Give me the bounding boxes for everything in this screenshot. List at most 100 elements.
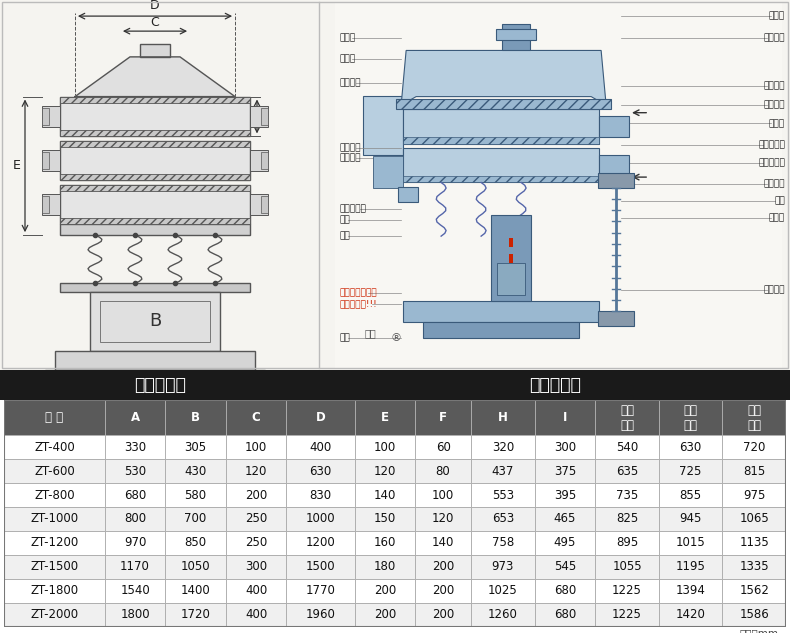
Bar (261, 108, 268, 125)
Text: 300: 300 (554, 441, 576, 454)
Text: 1500: 1500 (306, 560, 335, 573)
Text: D: D (150, 0, 160, 12)
Bar (75, 97, 235, 105)
Text: 540: 540 (616, 441, 638, 454)
Bar (722, 603, 786, 627)
Bar (60, 174, 250, 180)
Text: B: B (149, 313, 161, 330)
Bar (226, 435, 286, 459)
Bar (165, 531, 226, 555)
Text: 型 号: 型 号 (45, 411, 63, 424)
Text: 758: 758 (491, 536, 514, 549)
Bar (416, 579, 471, 603)
Text: 1335: 1335 (739, 560, 769, 573)
Text: 300: 300 (245, 560, 267, 573)
Bar (165, 507, 226, 531)
Text: 815: 815 (743, 465, 766, 477)
Text: 855: 855 (679, 489, 702, 501)
Bar (396, 99, 611, 110)
Bar (403, 148, 599, 182)
Text: 180: 180 (374, 560, 396, 573)
Bar (4, 400, 105, 435)
Text: 850: 850 (185, 536, 207, 549)
Bar (471, 507, 535, 531)
Text: 底座: 底座 (365, 328, 377, 338)
Bar (535, 507, 595, 531)
Text: 825: 825 (616, 513, 638, 525)
Text: 80: 80 (436, 465, 450, 477)
Bar (165, 400, 226, 435)
Bar (105, 603, 165, 627)
Bar (403, 110, 599, 144)
Bar (595, 400, 659, 435)
Text: 1770: 1770 (306, 584, 336, 598)
Text: 140: 140 (374, 489, 396, 501)
Bar (286, 483, 355, 507)
Text: 1960: 1960 (306, 608, 336, 621)
Text: 530: 530 (124, 465, 146, 477)
Text: C: C (252, 411, 261, 424)
Bar (355, 400, 416, 435)
Text: 振体: 振体 (774, 196, 785, 205)
Bar (42, 108, 49, 125)
Bar (286, 555, 355, 579)
Bar (471, 459, 535, 483)
Text: 250: 250 (245, 536, 267, 549)
Text: 375: 375 (554, 465, 576, 477)
Text: 弹簧: 弹簧 (340, 232, 351, 241)
Bar (4, 603, 105, 627)
Text: 单位：mm: 单位：mm (739, 628, 778, 633)
Text: 580: 580 (185, 489, 207, 501)
Bar (722, 400, 786, 435)
Text: 1400: 1400 (181, 584, 210, 598)
Text: 330: 330 (124, 441, 146, 454)
Bar (722, 579, 786, 603)
Text: 800: 800 (124, 513, 146, 525)
Bar (659, 435, 722, 459)
Text: 1200: 1200 (306, 536, 336, 549)
Bar (416, 483, 471, 507)
Text: 400: 400 (245, 608, 267, 621)
Bar (4, 507, 105, 531)
Text: 顶部框架: 顶部框架 (340, 78, 362, 87)
Bar (355, 579, 416, 603)
Text: H: H (498, 411, 508, 424)
Bar (42, 194, 60, 215)
Text: ZT-400: ZT-400 (34, 441, 75, 454)
Text: 735: 735 (616, 489, 638, 501)
Bar (722, 507, 786, 531)
Bar (363, 96, 403, 154)
Text: 防尘盖: 防尘盖 (340, 33, 356, 42)
Text: C: C (151, 16, 160, 29)
Text: 140: 140 (432, 536, 454, 549)
Polygon shape (401, 51, 606, 105)
Bar (105, 483, 165, 507)
Bar (355, 483, 416, 507)
Text: 395: 395 (554, 489, 576, 501)
Text: 200: 200 (432, 560, 454, 573)
Bar (286, 603, 355, 627)
Bar (165, 459, 226, 483)
Text: 970: 970 (124, 536, 146, 549)
Bar (595, 459, 659, 483)
Bar (535, 400, 595, 435)
Text: 中部框架: 中部框架 (340, 144, 362, 153)
Bar (416, 459, 471, 483)
Bar (335, 2, 782, 368)
Text: 小尺寸排料: 小尺寸排料 (340, 205, 367, 214)
Bar (471, 483, 535, 507)
Bar (355, 555, 416, 579)
Bar (105, 400, 165, 435)
Bar (659, 555, 722, 579)
Text: 200: 200 (245, 489, 267, 501)
Text: 150: 150 (374, 513, 396, 525)
Text: 400: 400 (310, 441, 332, 454)
Text: 1050: 1050 (181, 560, 210, 573)
Bar (722, 435, 786, 459)
Bar (165, 579, 226, 603)
Text: 1135: 1135 (739, 536, 769, 549)
Text: 1225: 1225 (612, 584, 642, 598)
Bar (286, 507, 355, 531)
Text: 试机时去掉!!!: 试机时去掉!!! (340, 299, 378, 308)
Text: 束环: 束环 (340, 215, 351, 225)
